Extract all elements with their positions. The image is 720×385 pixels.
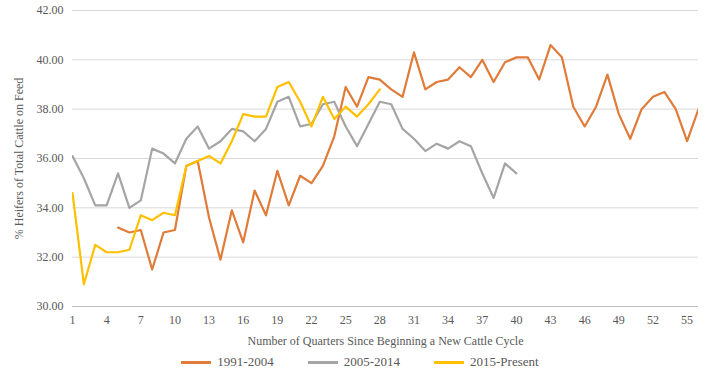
svg-text:25: 25 [340,313,352,327]
svg-text:22: 22 [306,313,318,327]
svg-text:37: 37 [476,313,488,327]
svg-text:31: 31 [408,313,420,327]
svg-text:1: 1 [70,313,76,327]
svg-text:19: 19 [271,313,283,327]
svg-text:13: 13 [203,313,215,327]
svg-text:49: 49 [613,313,625,327]
svg-text:46: 46 [579,313,591,327]
svg-text:Number of Quarters Since Begin: Number of Quarters Since Beginning a New… [248,334,524,348]
html-text:2015-Present: 2015-Present [470,354,539,369]
svg-text:30.00: 30.00 [37,299,64,313]
svg-text:7: 7 [138,313,144,327]
svg-text:34: 34 [442,313,454,327]
svg-text:38.00: 38.00 [37,102,64,116]
svg-text:52: 52 [647,313,659,327]
svg-text:55: 55 [681,313,693,327]
svg-text:40.00: 40.00 [37,53,64,67]
svg-text:36.00: 36.00 [37,151,64,165]
svg-text:40: 40 [510,313,522,327]
svg-text:% Heifers of Total Cattle on F: % Heifers of Total Cattle on Feed [12,78,26,240]
html-text:1991-2004: 1991-2004 [217,354,274,369]
svg-text:16: 16 [237,313,249,327]
svg-text:4: 4 [104,313,110,327]
svg-text:10: 10 [169,313,181,327]
svg-text:28: 28 [374,313,386,327]
svg-text:32.00: 32.00 [37,250,64,264]
svg-text:34.00: 34.00 [37,201,64,215]
svg-text:42.00: 42.00 [37,3,64,17]
svg-text:43: 43 [545,313,557,327]
html-text:2005-2014: 2005-2014 [343,354,400,369]
